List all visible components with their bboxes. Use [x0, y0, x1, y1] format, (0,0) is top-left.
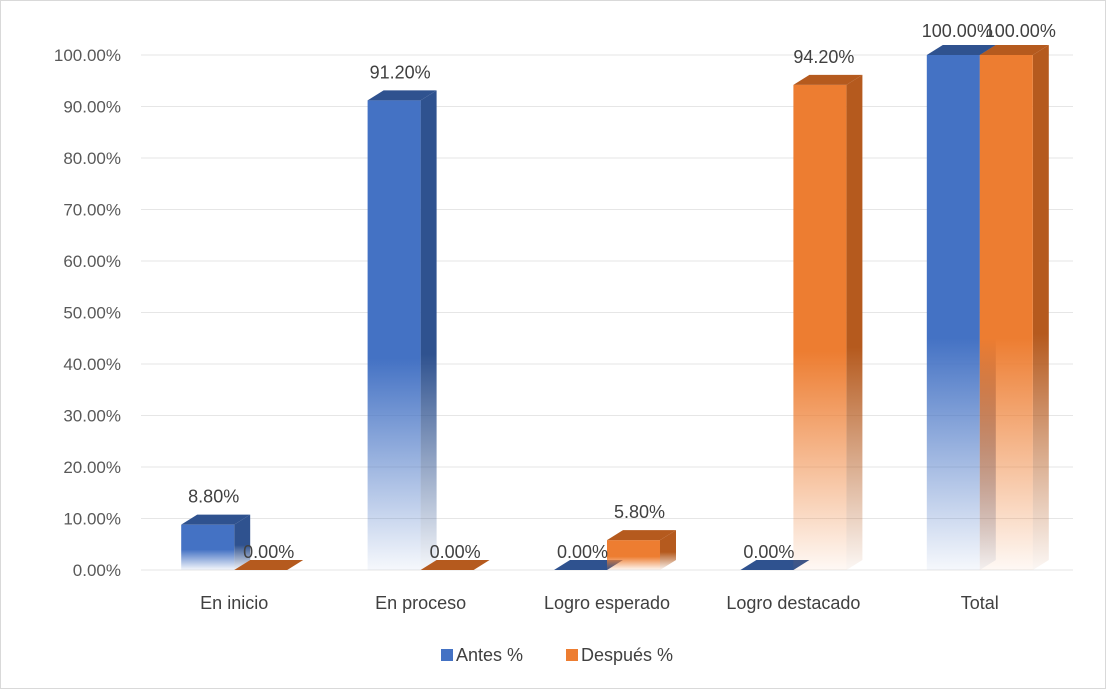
legend-swatch: [566, 649, 578, 661]
data-label: 0.00%: [743, 542, 794, 562]
x-category-label: Logro esperado: [544, 593, 670, 613]
bar-1-4: [979, 45, 1049, 570]
data-label: 5.80%: [614, 502, 665, 522]
bar-top: [607, 530, 676, 541]
data-label: 0.00%: [430, 542, 481, 562]
bar-1-0: [234, 560, 304, 570]
bar-0-1: [367, 90, 437, 570]
x-axis-categories: En inicio En proceso Logro esperado Logro d…: [200, 593, 999, 613]
data-label: 0.00%: [243, 542, 294, 562]
gridlines: [141, 54, 1073, 571]
y-tick-label: 20.00%: [63, 458, 121, 477]
bar-0-2: [554, 560, 623, 570]
bar-1-2: [607, 530, 676, 570]
bar-front: [926, 55, 980, 570]
bar-side: [846, 74, 863, 571]
data-label: 91.20%: [370, 62, 431, 82]
x-category-label: En proceso: [375, 593, 466, 613]
y-tick-label: 10.00%: [63, 510, 121, 529]
legend-swatch: [441, 649, 453, 661]
bar-side: [660, 530, 676, 570]
y-tick-label: 40.00%: [63, 355, 121, 374]
legend: Antes % Después %: [441, 645, 673, 665]
x-category-label: Logro destacado: [726, 593, 860, 613]
bar-front: [367, 100, 421, 570]
y-tick-label: 100.00%: [54, 46, 121, 65]
bar-front: [607, 540, 660, 570]
bar-front: [793, 84, 847, 571]
bar-1-3: [793, 74, 863, 571]
bar-top: [367, 90, 437, 101]
bar-top: [926, 45, 996, 55]
legend-label: Después %: [581, 645, 673, 665]
bar-side: [420, 90, 437, 570]
bar-top: [740, 560, 810, 570]
data-label: 94.20%: [793, 47, 854, 67]
data-labels: 8.80% 0.00% 91.20% 0.00% 0.00% 5.80% 0.00% 94.2…: [188, 21, 1056, 562]
bar-side: [1032, 45, 1049, 570]
legend-label: Antes %: [456, 645, 523, 665]
bar-top: [181, 514, 251, 525]
bar-top: [234, 560, 304, 570]
bar-front: [979, 55, 1033, 570]
y-tick-label: 90.00%: [63, 98, 121, 117]
y-tick-label: 50.00%: [63, 304, 121, 323]
bar-side: [234, 514, 251, 570]
bar-top: [420, 560, 490, 570]
data-label: 8.80%: [188, 487, 239, 507]
y-tick-label: 30.00%: [63, 407, 121, 426]
y-axis-ticks: 0.00% 10.00% 20.00% 30.00% 40.00% 50.00% 60.00…: [54, 46, 121, 580]
data-label: 100.00%: [922, 21, 993, 41]
bar-0-3: [740, 560, 810, 570]
bar-0-0: [181, 514, 251, 570]
bar-top: [554, 560, 623, 570]
bars: [181, 45, 1049, 571]
y-tick-label: 80.00%: [63, 149, 121, 168]
y-tick-label: 60.00%: [63, 252, 121, 271]
bar-top: [979, 45, 1049, 55]
x-category-label: Total: [961, 593, 999, 613]
x-category-label: En inicio: [200, 593, 268, 613]
data-label: 100.00%: [985, 21, 1056, 41]
data-label: 0.00%: [557, 542, 608, 562]
bar-1-1: [420, 560, 490, 570]
bar-front: [181, 524, 235, 570]
bar-top: [793, 74, 863, 85]
y-tick-label: 0.00%: [73, 561, 121, 580]
y-tick-label: 70.00%: [63, 201, 121, 220]
